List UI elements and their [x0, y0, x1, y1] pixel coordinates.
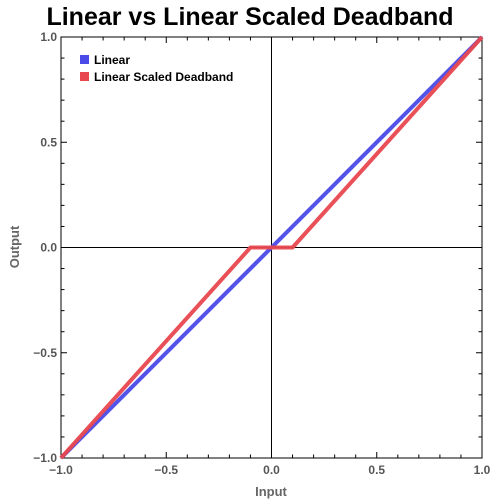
legend-swatch: [80, 55, 89, 64]
y-tick-label: −0.5: [33, 346, 57, 360]
y-axis-title: Output: [7, 225, 22, 268]
tick-marks: [60, 36, 483, 459]
x-tick-label: 0.0: [263, 463, 280, 477]
series-lines: [59, 35, 484, 460]
y-tick-label: 0.5: [40, 135, 57, 149]
legend-label: Linear: [94, 53, 130, 67]
y-tick-label: 1.0: [40, 30, 57, 44]
y-tick-label: 0.0: [40, 241, 57, 255]
legend-label: Linear Scaled Deadband: [94, 70, 233, 84]
x-tick-label: −1.0: [49, 463, 73, 477]
legend-swatch: [80, 72, 89, 81]
legend: Linear Linear Scaled Deadband: [80, 53, 233, 84]
series-line-linear-scaled-deadband: [59, 35, 484, 460]
x-axis-title: Input: [255, 484, 287, 499]
x-tick-label: 1.0: [474, 463, 491, 477]
x-tick-label: 0.5: [368, 463, 385, 477]
tick-labels: −1.0 −0.5 0.0 0.5 1.0 −1.0 −0.5 0.0 0.5 1.0: [33, 30, 490, 477]
chart-title: Linear vs Linear Scaled Deadband: [46, 3, 454, 31]
x-tick-label: −0.5: [154, 463, 178, 477]
y-tick-label: −1.0: [33, 451, 57, 465]
